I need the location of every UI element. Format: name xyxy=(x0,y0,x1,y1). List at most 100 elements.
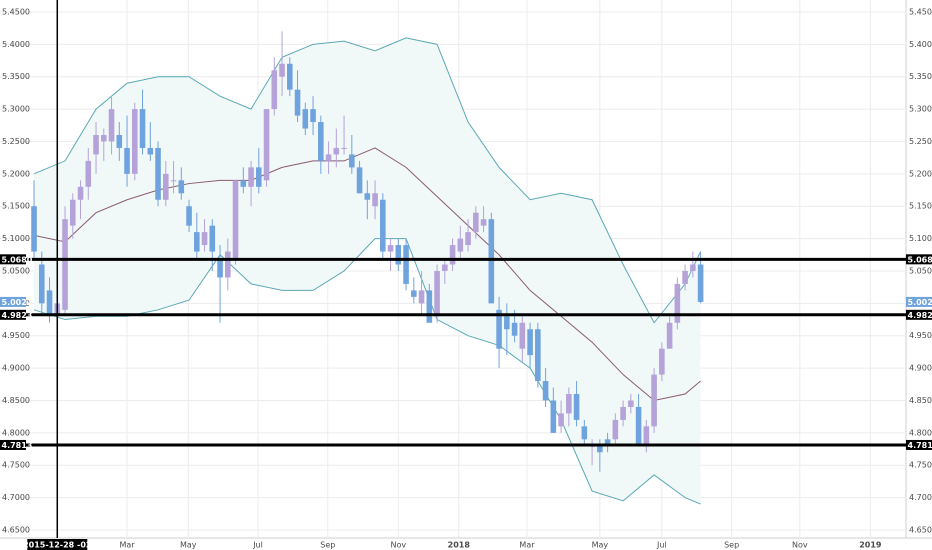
candle-body xyxy=(465,232,471,246)
level-label: 4.7813 xyxy=(908,441,932,450)
y-tick-label-right: 5.3500 xyxy=(909,72,932,81)
candle-body xyxy=(488,219,495,304)
candle-body xyxy=(263,109,270,181)
candle-body xyxy=(85,160,92,187)
candle-body xyxy=(147,147,154,155)
candle-body xyxy=(620,406,626,420)
crosshair-label-box xyxy=(27,539,88,550)
candle-body xyxy=(349,154,355,168)
candle-body xyxy=(116,135,123,148)
y-tick-label-right: 5.2500 xyxy=(909,137,932,146)
candle-body xyxy=(364,193,371,200)
candle-body xyxy=(496,309,502,349)
candle-body xyxy=(527,329,533,356)
candle-body xyxy=(682,270,688,284)
candle-body xyxy=(77,186,84,200)
x-tick-label: May xyxy=(180,541,197,550)
y-tick-label-right: 4.9000 xyxy=(909,364,932,373)
y-tick-label-right: 5.3000 xyxy=(909,105,932,114)
candle-body xyxy=(310,109,316,123)
candle-body xyxy=(628,400,634,407)
level-label: 4.9823 xyxy=(908,311,932,320)
candle-body xyxy=(411,290,417,297)
band-fill xyxy=(34,37,701,505)
candle-body xyxy=(473,212,479,233)
x-tick-label: 2019 xyxy=(859,541,882,550)
candle-body xyxy=(581,426,588,440)
candle-body xyxy=(558,413,564,427)
crosshair-label: 2015-12-28 -02 xyxy=(23,541,91,550)
candle-body xyxy=(387,245,394,252)
candle-body xyxy=(287,63,293,90)
candle-body xyxy=(597,445,603,453)
candle-body xyxy=(442,264,448,271)
candle-body xyxy=(341,147,347,149)
y-tick-label-right: 5.4000 xyxy=(909,40,932,49)
candle-body xyxy=(318,122,324,161)
y-tick-label-left: 5.3000 xyxy=(2,105,30,114)
candle-body xyxy=(325,154,332,161)
candle-body xyxy=(124,147,130,174)
level-label-box xyxy=(0,439,26,450)
y-tick-label-left: 4.8500 xyxy=(2,396,30,405)
x-tick-label: Sep xyxy=(320,541,335,550)
candle-body xyxy=(186,206,192,226)
x-tick-label: Jul xyxy=(656,541,667,550)
middle-band xyxy=(33,147,701,402)
candle-body xyxy=(46,290,53,317)
upper-band xyxy=(33,37,702,324)
candle-body xyxy=(612,419,619,440)
candle-body xyxy=(449,245,456,265)
x-tick-label: Sep xyxy=(724,541,739,550)
candle-body xyxy=(62,219,68,310)
y-tick-label-right: 5.0500 xyxy=(909,266,932,275)
y-tick-label-right: 4.7500 xyxy=(909,461,932,470)
y-tick-label-right: 5.1000 xyxy=(909,234,932,243)
level-label-box xyxy=(906,254,932,265)
candle-body xyxy=(666,322,673,349)
candle-body xyxy=(380,199,386,252)
candle-body xyxy=(511,322,518,336)
candle-body xyxy=(155,147,161,200)
candle-body xyxy=(256,167,262,187)
candle-body xyxy=(573,393,580,420)
level-label-box xyxy=(906,439,932,450)
y-tick-label-right: 5.2000 xyxy=(909,169,932,178)
candle-body xyxy=(100,135,107,142)
x-tick-label: Mar xyxy=(119,541,135,550)
y-tick-label-left: 5.1000 xyxy=(2,234,30,243)
candle-body xyxy=(232,180,239,259)
candle-body xyxy=(604,439,611,446)
y-tick-label-right: 4.7000 xyxy=(909,493,932,502)
level-label: 5.0680 xyxy=(2,255,33,264)
candle-body xyxy=(643,426,650,446)
candle-body xyxy=(457,238,464,252)
candle-body xyxy=(271,70,278,110)
y-tick-label-left: 4.8000 xyxy=(2,428,30,437)
x-tick-label: Jul xyxy=(252,541,263,550)
level-label: 4.9823 xyxy=(2,311,33,320)
x-tick-label: Nov xyxy=(792,541,808,550)
level-label-box xyxy=(0,254,26,265)
candle-body xyxy=(131,109,138,174)
x-tick-label: 2018 xyxy=(448,541,471,550)
y-tick-label-right: 4.9500 xyxy=(909,331,932,340)
candle-body xyxy=(163,173,169,200)
y-tick-label-left: 5.2500 xyxy=(2,137,30,146)
candle-body xyxy=(31,206,37,252)
candle-body xyxy=(519,322,526,349)
candle-body xyxy=(426,290,433,323)
y-tick-label-left: 5.3500 xyxy=(2,72,30,81)
y-tick-label-left: 5.1500 xyxy=(2,202,30,211)
candle-body xyxy=(635,406,642,446)
y-tick-label-right: 5.4500 xyxy=(909,7,932,16)
y-tick-label-left: 5.4000 xyxy=(2,40,30,49)
candle-body xyxy=(139,109,146,148)
last-price-label-box xyxy=(906,296,932,307)
y-tick-label-left: 4.7000 xyxy=(2,493,30,502)
candle-body xyxy=(550,400,557,433)
candle-body xyxy=(217,258,223,278)
y-tick-label-left: 5.0500 xyxy=(2,266,30,275)
candle-body xyxy=(225,251,231,278)
candle-body xyxy=(674,283,681,323)
